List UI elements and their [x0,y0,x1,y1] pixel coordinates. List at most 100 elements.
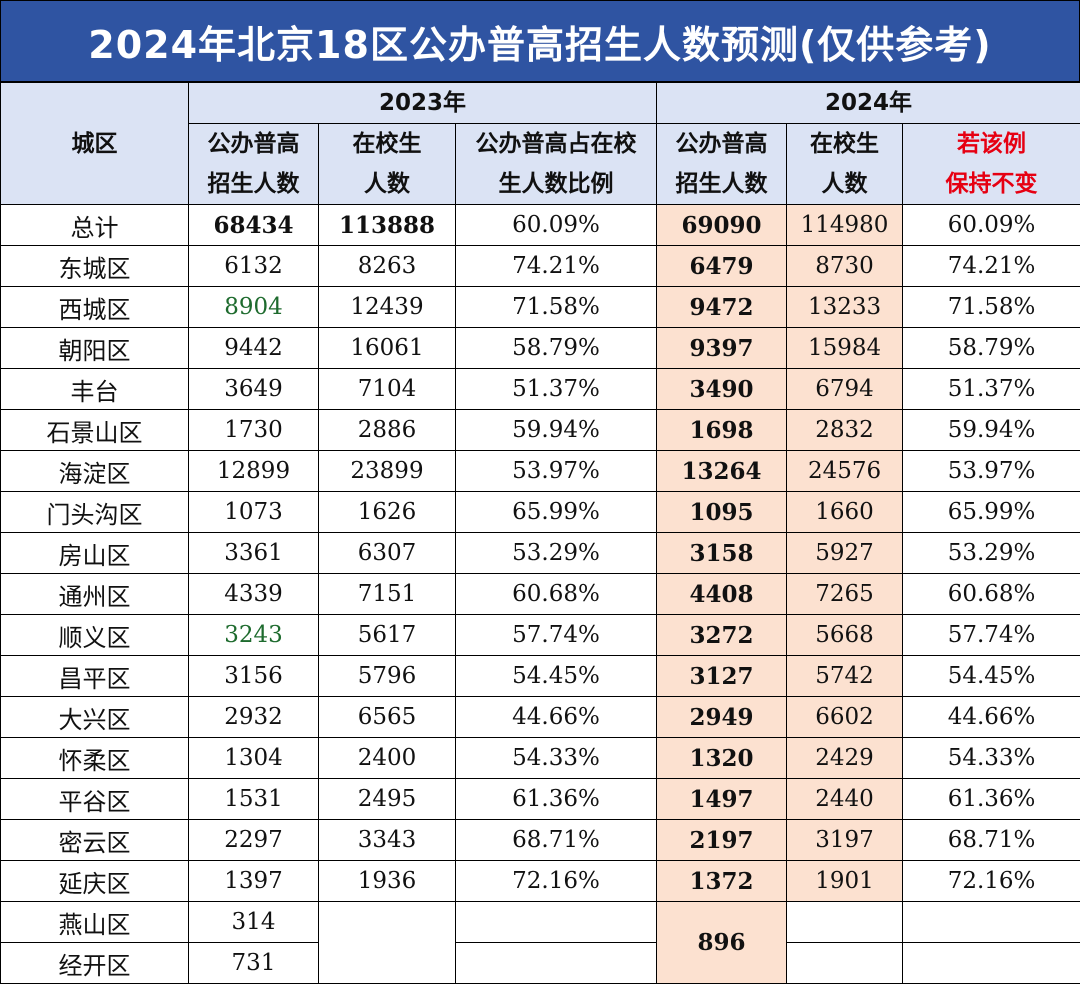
empty-cell [319,902,456,984]
students-2023-cell: 5796 [319,656,456,697]
enroll-2024-cell: 69090 [657,205,787,246]
students-2024-cell: 1660 [787,492,903,533]
students-2023-cell: 1626 [319,492,456,533]
enroll-2024-cell: 4408 [657,574,787,615]
ratio-2023-cell: 54.45% [456,656,657,697]
students-2024-cell: 2832 [787,410,903,451]
district-name-cell: 怀柔区 [1,738,189,779]
ratio-2024-cell: 61.36% [903,779,1080,820]
enroll-2023-cell: 1730 [189,410,319,451]
students-2024-cell: 15984 [787,328,903,369]
ratio-2024-cell: 51.37% [903,369,1080,410]
district-name-cell: 朝阳区 [1,328,189,369]
students-2023-cell: 7104 [319,369,456,410]
district-name-cell: 通州区 [1,574,189,615]
students-2023-cell: 2495 [319,779,456,820]
enroll-2023-cell: 9442 [189,328,319,369]
ratio-2024-header: 若该例保持不变 [903,124,1080,205]
enroll-2023-cell: 1304 [189,738,319,779]
enroll-2024-cell: 9397 [657,328,787,369]
ratio-2023-cell: 68.71% [456,820,657,861]
district-name-cell: 石景山区 [1,410,189,451]
enroll-2024-cell: 1372 [657,861,787,902]
ratio-2023-cell: 53.29% [456,533,657,574]
ratio-2023-cell: 51.37% [456,369,657,410]
enroll-2023-cell: 1397 [189,861,319,902]
ratio-2024-cell: 54.45% [903,656,1080,697]
district-name-cell: 经开区 [1,943,189,984]
enroll-2024-cell: 6479 [657,246,787,287]
students-2024-cell: 2429 [787,738,903,779]
ratio-2024-cell: 65.99% [903,492,1080,533]
students-2023-cell: 6565 [319,697,456,738]
enroll-2023-cell: 314 [189,902,319,943]
district-name-cell: 西城区 [1,287,189,328]
enroll-2024-cell: 3127 [657,656,787,697]
ratio-2024-cell: 74.21% [903,246,1080,287]
empty-cell [903,902,1080,943]
ratio-2024-cell: 53.97% [903,451,1080,492]
enroll-2023-header: 公办普高招生人数 [189,124,319,205]
district-name-cell: 总计 [1,205,189,246]
students-2023-cell: 113888 [319,205,456,246]
students-2024-cell: 114980 [787,205,903,246]
students-2023-cell: 2400 [319,738,456,779]
ratio-2023-cell: 74.21% [456,246,657,287]
enroll-2024-header: 公办普高招生人数 [657,124,787,205]
students-2024-cell: 5742 [787,656,903,697]
district-header: 城区 [1,83,189,205]
students-2024-cell: 6602 [787,697,903,738]
ratio-2023-cell: 44.66% [456,697,657,738]
enroll-2024-cell: 1095 [657,492,787,533]
ratio-2024-cell: 60.09% [903,205,1080,246]
district-name-cell: 门头沟区 [1,492,189,533]
enroll-2024-combined-cell: 896 [657,902,787,984]
district-name-cell: 东城区 [1,246,189,287]
enroll-2023-cell: 12899 [189,451,319,492]
enroll-2024-cell: 2949 [657,697,787,738]
ratio-2024-cell: 44.66% [903,697,1080,738]
district-name-cell: 昌平区 [1,656,189,697]
students-2023-cell: 16061 [319,328,456,369]
enroll-2023-cell: 731 [189,943,319,984]
ratio-2023-cell: 65.99% [456,492,657,533]
ratio-2024-cell: 71.58% [903,287,1080,328]
district-name-cell: 顺义区 [1,615,189,656]
ratio-2023-cell: 53.97% [456,451,657,492]
students-2024-cell: 6794 [787,369,903,410]
enroll-2023-cell: 68434 [189,205,319,246]
empty-cell [456,902,657,943]
district-name-cell: 大兴区 [1,697,189,738]
enroll-2024-cell: 1698 [657,410,787,451]
students-2024-cell: 13233 [787,287,903,328]
district-name-cell: 海淀区 [1,451,189,492]
enrollment-table: 城区 2023年 2024年 公办普高招生人数 在校生人数 公办普高占在校生人数… [0,82,1080,984]
students-2024-cell: 5668 [787,615,903,656]
enroll-2023-cell: 2297 [189,820,319,861]
students-2023-cell: 23899 [319,451,456,492]
enroll-2023-cell: 8904 [189,287,319,328]
empty-cell [787,943,903,984]
ratio-2023-header: 公办普高占在校生人数比例 [456,124,657,205]
page-title: 2024年北京18区公办普高招生人数预测(仅供参考) [0,0,1080,82]
empty-cell [456,943,657,984]
students-2024-cell: 24576 [787,451,903,492]
students-2024-cell: 1901 [787,861,903,902]
enroll-2024-cell: 9472 [657,287,787,328]
ratio-2023-cell: 54.33% [456,738,657,779]
students-2024-cell: 5927 [787,533,903,574]
students-2024-header: 在校生人数 [787,124,903,205]
ratio-2023-cell: 59.94% [456,410,657,451]
ratio-2023-cell: 57.74% [456,615,657,656]
